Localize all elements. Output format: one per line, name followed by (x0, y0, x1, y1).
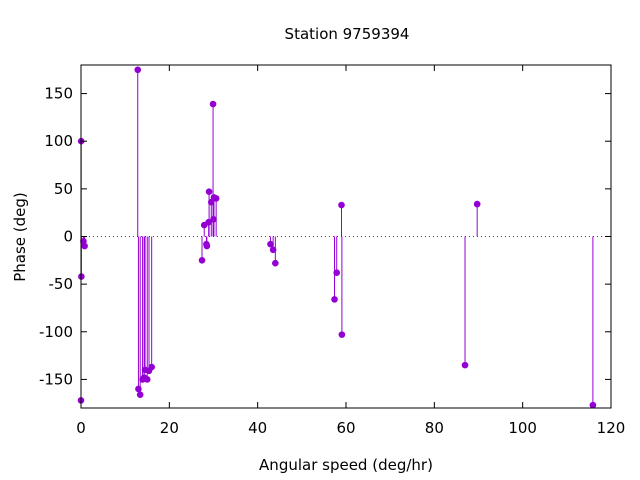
x-tick-label: 40 (248, 419, 267, 437)
data-point (338, 331, 346, 338)
y-tick-label: 50 (54, 180, 73, 198)
data-point (205, 188, 213, 196)
x-tick-label: 120 (597, 419, 626, 437)
plot-area (77, 66, 611, 409)
data-point (589, 401, 597, 409)
data-point (148, 363, 155, 371)
data-point (272, 259, 279, 267)
data-point (461, 361, 469, 369)
data-point (198, 257, 206, 264)
data-point (136, 391, 144, 398)
x-tick-label: 100 (508, 419, 537, 437)
data-point (331, 296, 338, 303)
y-tick-label: -150 (39, 370, 73, 388)
data-point (203, 242, 211, 250)
x-axis-label: Angular speed (deg/hr) (259, 456, 433, 474)
data-point (269, 246, 277, 254)
data-point (143, 376, 151, 383)
x-tick-label: 20 (160, 419, 179, 437)
data-point (267, 240, 274, 248)
y-tick-label: 100 (44, 132, 73, 150)
data-point (333, 269, 341, 277)
x-tick-label: 60 (336, 419, 355, 437)
y-tick-label: -50 (49, 275, 74, 293)
axis-ticks: 0 20 40 60 80 100 120 -150 -100 -50 0 50 100 150 (39, 65, 625, 437)
chart-title: Station 9759394 (285, 25, 410, 43)
data-point (473, 200, 481, 208)
data-point (134, 66, 142, 74)
y-axis-label: Phase (deg) (11, 192, 29, 282)
x-tick-label: 0 (76, 419, 86, 437)
x-tick-label: 80 (425, 419, 444, 437)
y-tick-label: 150 (44, 85, 73, 103)
data-point (209, 100, 217, 108)
data-point (81, 242, 88, 250)
data-point (135, 385, 142, 393)
y-tick-label: -100 (39, 323, 73, 341)
data-point (212, 195, 220, 202)
y-tick-label: 0 (63, 228, 73, 246)
data-point (338, 201, 345, 209)
